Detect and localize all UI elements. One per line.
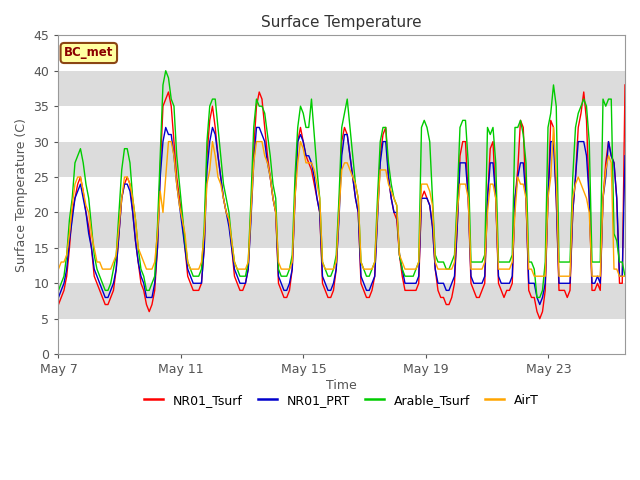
NR01_PRT [54,295,62,300]
Arable_Tsurf [214,124,222,130]
AirT [550,124,557,130]
AirT [520,181,527,187]
NR01_PRT [214,153,222,159]
AirT [211,153,219,159]
Arable_Tsurf [415,259,422,265]
Bar [58,213,625,248]
Bar [58,177,625,213]
AirT [412,266,420,272]
Bar [58,142,625,177]
AirT [531,273,538,279]
Arable_Tsurf [54,288,62,293]
NR01_PRT [536,301,543,307]
Line: NR01_Tsurf: NR01_Tsurf [58,85,625,319]
NR01_Tsurf [536,316,543,322]
NR01_PRT [522,195,530,201]
NR01_PRT [621,153,629,159]
NR01_PRT [582,153,590,159]
Arable_Tsurf [162,68,170,73]
Bar [58,283,625,319]
NR01_Tsurf [412,288,420,293]
NR01_PRT [162,124,170,130]
Bar [58,319,625,354]
AirT [582,195,590,201]
NR01_Tsurf [484,195,492,201]
Line: Arable_Tsurf: Arable_Tsurf [58,71,625,298]
Arable_Tsurf [531,266,538,272]
Arable_Tsurf [486,132,494,137]
Legend: NR01_Tsurf, NR01_PRT, Arable_Tsurf, AirT: NR01_Tsurf, NR01_PRT, Arable_Tsurf, AirT [140,389,544,412]
Arable_Tsurf [522,160,530,166]
NR01_Tsurf [621,82,629,88]
Bar [58,71,625,106]
AirT [54,266,62,272]
AirT [621,273,629,279]
NR01_Tsurf [520,124,527,130]
AirT [484,210,492,216]
Arable_Tsurf [533,295,541,300]
NR01_Tsurf [211,124,219,130]
X-axis label: Time: Time [326,379,357,392]
AirT [527,266,535,272]
Arable_Tsurf [621,273,629,279]
Line: AirT: AirT [58,127,625,276]
NR01_PRT [415,273,422,279]
NR01_Tsurf [580,89,588,95]
NR01_PRT [531,280,538,286]
Bar [58,36,625,71]
NR01_Tsurf [54,301,62,307]
Line: NR01_PRT: NR01_PRT [58,127,625,304]
Text: BC_met: BC_met [64,47,113,60]
Title: Surface Temperature: Surface Temperature [261,15,422,30]
Y-axis label: Surface Temperature (C): Surface Temperature (C) [15,118,28,272]
NR01_PRT [486,160,494,166]
NR01_Tsurf [527,295,535,300]
Arable_Tsurf [582,103,590,109]
Bar [58,248,625,283]
Bar [58,106,625,142]
